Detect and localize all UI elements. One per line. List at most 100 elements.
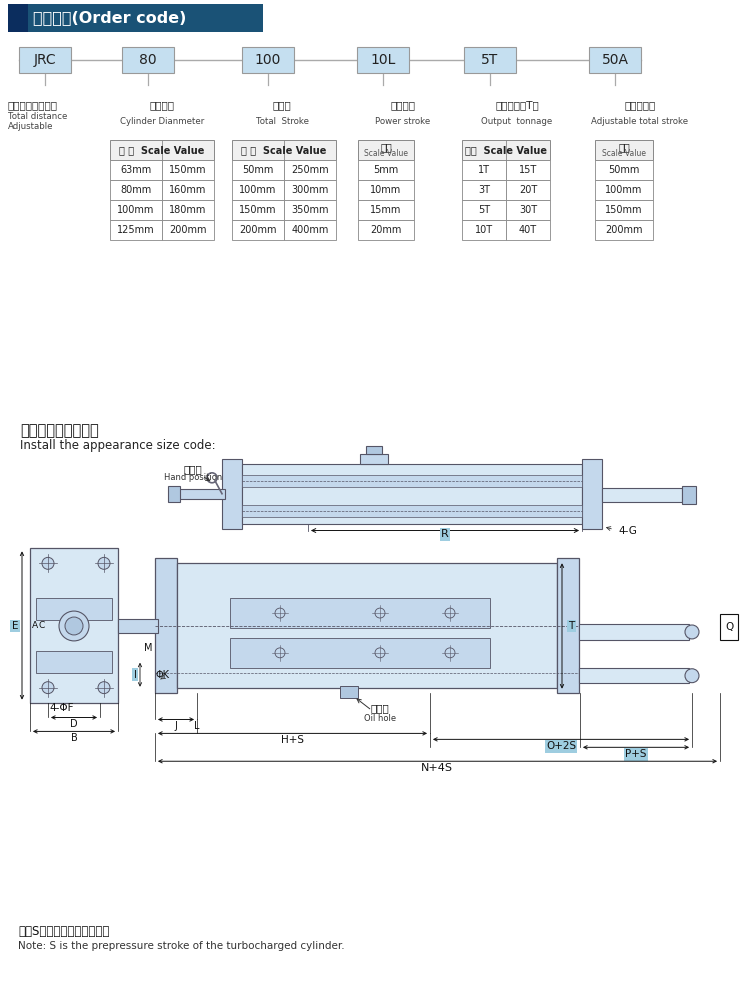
Text: O+2S: O+2S: [546, 741, 576, 751]
Bar: [230, 638, 490, 668]
Bar: [360, 454, 388, 463]
Bar: [8, 4, 263, 32]
Text: Adjustable total stroke: Adjustable total stroke: [592, 117, 688, 126]
Bar: [232, 140, 336, 160]
Text: 40T: 40T: [519, 225, 537, 235]
Text: Output  tonnage: Output tonnage: [482, 117, 553, 126]
Text: Q: Q: [724, 622, 733, 632]
Text: 15T: 15T: [519, 165, 537, 175]
Text: 80: 80: [140, 53, 157, 67]
Text: J: J: [175, 722, 178, 732]
Bar: [595, 160, 653, 179]
Text: A: A: [32, 621, 38, 630]
Circle shape: [42, 557, 54, 569]
Bar: [122, 47, 174, 73]
Text: M: M: [144, 643, 152, 653]
Bar: [506, 199, 550, 220]
Text: Total distance: Total distance: [8, 112, 68, 121]
Text: 63mm: 63mm: [120, 165, 152, 175]
Text: 标値: 标値: [618, 142, 630, 152]
Text: 15mm: 15mm: [370, 204, 402, 215]
Bar: [462, 179, 506, 199]
Circle shape: [65, 617, 83, 635]
Bar: [175, 489, 225, 499]
Text: 标 値  Scale Value: 标 値 Scale Value: [119, 145, 205, 155]
Text: Adjustable: Adjustable: [8, 122, 53, 131]
Bar: [232, 160, 284, 179]
Bar: [506, 179, 550, 199]
Circle shape: [375, 648, 385, 658]
Text: 10L: 10L: [370, 53, 396, 67]
Bar: [110, 179, 162, 199]
Text: 10T: 10T: [475, 225, 493, 235]
Bar: [358, 199, 414, 220]
Bar: [232, 179, 284, 199]
Text: 4-G: 4-G: [618, 526, 637, 535]
Bar: [366, 446, 382, 454]
Text: 总行程可调增压缸: 总行程可调增压缸: [8, 100, 58, 109]
Bar: [284, 199, 336, 220]
Bar: [589, 47, 641, 73]
Text: 5mm: 5mm: [374, 165, 399, 175]
Text: R: R: [441, 529, 448, 539]
Bar: [358, 220, 414, 240]
Bar: [0, 916, 750, 986]
Text: 扬手位: 扬手位: [184, 463, 203, 474]
Bar: [682, 486, 696, 504]
Bar: [720, 614, 738, 640]
Text: H+S: H+S: [280, 736, 304, 745]
Text: 125mm: 125mm: [117, 225, 154, 235]
Circle shape: [685, 625, 699, 639]
Circle shape: [98, 557, 110, 569]
Circle shape: [42, 681, 54, 693]
Bar: [8, 4, 28, 32]
Bar: [110, 199, 162, 220]
Text: 50A: 50A: [602, 53, 628, 67]
Bar: [230, 599, 490, 628]
Bar: [284, 179, 336, 199]
Text: 200mm: 200mm: [605, 225, 643, 235]
Text: 150mm: 150mm: [170, 165, 207, 175]
Text: 总行程: 总行程: [273, 100, 291, 109]
Bar: [462, 220, 506, 240]
Bar: [557, 558, 579, 692]
Bar: [110, 220, 162, 240]
Bar: [340, 685, 358, 698]
Bar: [579, 624, 689, 640]
Text: Note: S is the prepressure stroke of the turbocharged cylinder.: Note: S is the prepressure stroke of the…: [18, 942, 344, 951]
Text: 油缸缸径: 油缸缸径: [149, 100, 175, 109]
Text: 350mm: 350mm: [291, 204, 328, 215]
Circle shape: [375, 608, 385, 618]
Bar: [595, 199, 653, 220]
Bar: [36, 599, 112, 620]
Text: 放油孔: 放油孔: [370, 704, 389, 714]
Text: P+S: P+S: [626, 749, 646, 759]
Bar: [358, 140, 414, 160]
Bar: [242, 47, 294, 73]
Bar: [232, 220, 284, 240]
Circle shape: [98, 681, 110, 693]
Bar: [462, 140, 550, 160]
Text: 5T: 5T: [482, 53, 499, 67]
Bar: [242, 475, 582, 487]
Text: 标値: 标値: [380, 142, 392, 152]
Text: Hand position: Hand position: [164, 473, 222, 482]
Bar: [595, 179, 653, 199]
Bar: [222, 458, 242, 528]
Bar: [506, 220, 550, 240]
Text: 富容: 富容: [448, 595, 532, 662]
Bar: [110, 140, 214, 160]
Bar: [36, 651, 112, 672]
Bar: [464, 47, 516, 73]
Text: 50mm: 50mm: [608, 165, 640, 175]
Text: Scale Value: Scale Value: [602, 149, 646, 158]
Text: 1T: 1T: [478, 165, 490, 175]
Text: 标 値  Scale Value: 标 値 Scale Value: [242, 145, 327, 155]
Text: 安装外观尺寸代码：: 安装外观尺寸代码：: [20, 424, 99, 439]
Text: C: C: [39, 621, 45, 630]
Bar: [284, 160, 336, 179]
Text: 200mm: 200mm: [170, 225, 207, 235]
Text: 20mm: 20mm: [370, 225, 402, 235]
Text: 订购代码(Order code): 订购代码(Order code): [33, 11, 186, 26]
Text: 50mm: 50mm: [242, 165, 274, 175]
